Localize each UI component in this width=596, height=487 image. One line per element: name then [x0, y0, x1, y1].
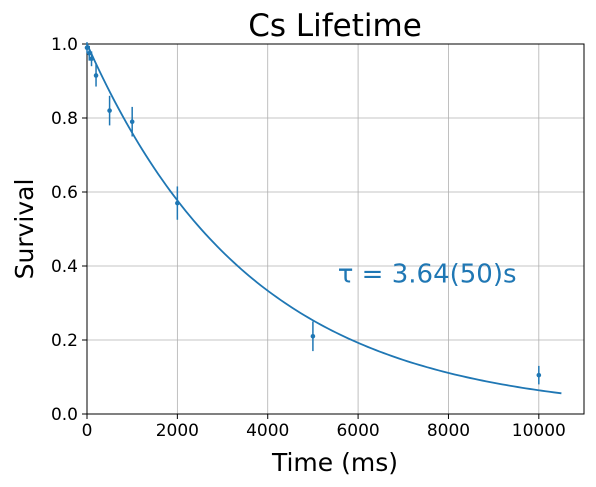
y-tick-label: 1.0	[51, 35, 78, 55]
x-axis: 0 2000 4000 6000 8000 10000	[82, 414, 566, 441]
y-tick-label: 0.8	[51, 109, 78, 129]
data-point	[89, 56, 94, 62]
lifetime-annotation: τ = 3.64(50)s	[338, 260, 517, 290]
x-tick-label: 8000	[427, 421, 470, 441]
x-tick-label: 4000	[246, 421, 289, 441]
data-point	[175, 200, 180, 206]
data-points	[84, 42, 542, 385]
y-tick-label: 0.6	[51, 183, 78, 203]
grid	[86, 43, 584, 415]
data-point	[310, 334, 316, 339]
x-tick-label: 2000	[156, 421, 199, 441]
x-axis-title: Time (ms)	[271, 448, 398, 477]
y-tick-label: 0.0	[51, 405, 78, 425]
y-axis: 0.0 0.2 0.4 0.6 0.8 1.0	[51, 35, 87, 425]
data-point	[129, 119, 135, 124]
y-tick-label: 0.4	[51, 257, 78, 277]
data-point	[84, 45, 90, 50]
x-tick-label: 0	[82, 421, 93, 441]
fit-curve	[86, 43, 562, 395]
data-point	[93, 73, 99, 78]
chart-title: Cs Lifetime	[248, 8, 422, 44]
y-tick-label: 0.2	[51, 331, 78, 351]
x-tick-label: 10000	[512, 421, 566, 441]
plot-frame	[86, 43, 585, 415]
y-axis-title: Survival	[10, 179, 39, 280]
x-tick-label: 6000	[336, 421, 379, 441]
data-point	[107, 108, 112, 113]
data-point	[536, 372, 542, 378]
data-point	[86, 50, 92, 56]
